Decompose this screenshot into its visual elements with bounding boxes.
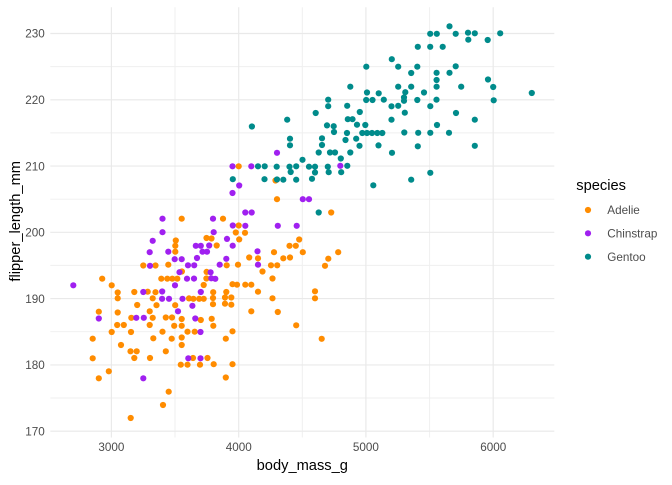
svg-text:body_mass_g: body_mass_g xyxy=(257,458,348,474)
svg-text:220: 220 xyxy=(25,94,45,107)
svg-text:5000: 5000 xyxy=(353,441,380,454)
svg-text:210: 210 xyxy=(25,160,45,173)
svg-text:4000: 4000 xyxy=(226,441,253,454)
svg-text:190: 190 xyxy=(25,293,45,306)
svg-text:flipper_length_mm: flipper_length_mm xyxy=(8,161,24,282)
svg-text:230: 230 xyxy=(25,28,45,41)
svg-text:Chinstrap: Chinstrap xyxy=(607,228,658,241)
svg-text:170: 170 xyxy=(25,425,45,438)
svg-text:3000: 3000 xyxy=(98,441,125,454)
svg-text:180: 180 xyxy=(25,359,45,372)
svg-text:200: 200 xyxy=(25,227,45,240)
svg-text:species: species xyxy=(576,178,626,194)
svg-text:Gentoo: Gentoo xyxy=(607,251,646,264)
svg-text:Adelie: Adelie xyxy=(607,204,640,217)
svg-text:6000: 6000 xyxy=(480,441,507,454)
